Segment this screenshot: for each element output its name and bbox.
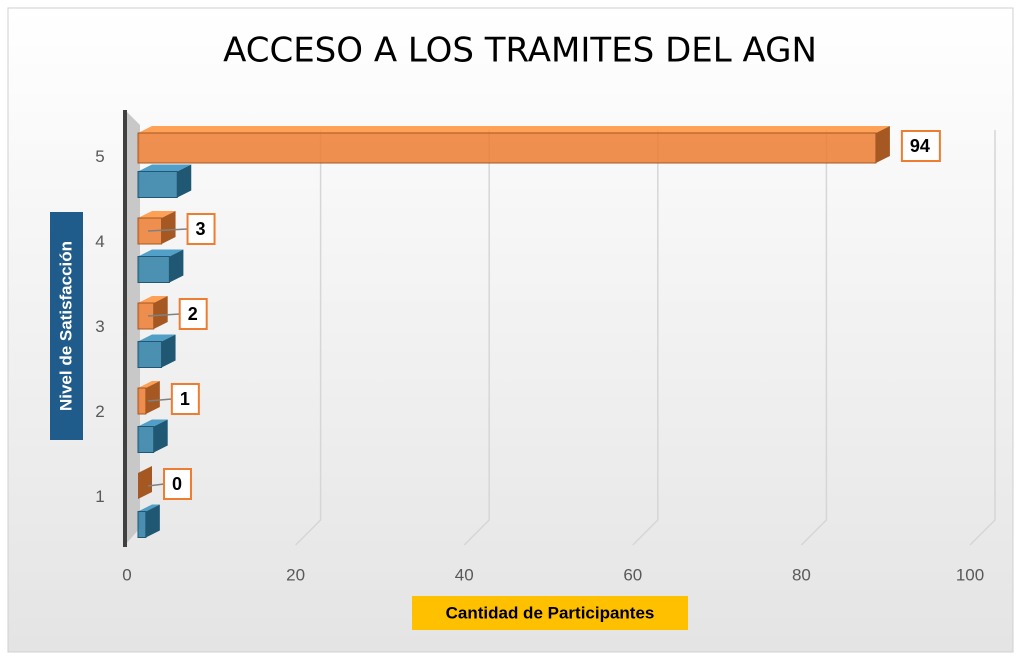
data-label-box — [170, 383, 200, 415]
bar-end — [875, 126, 890, 163]
y-tick-label: 2 — [95, 402, 104, 421]
leader-line — [147, 483, 165, 487]
data-label: 2 — [188, 304, 198, 324]
bar — [137, 296, 168, 330]
x-tick-label: 100 — [956, 565, 984, 584]
grid-line — [295, 130, 322, 546]
bar-front — [137, 387, 147, 415]
data-label: 3 — [196, 219, 206, 239]
bar — [137, 249, 184, 283]
x-tick-label: 0 — [122, 565, 131, 584]
chart-title: ACCESO A LOS TRAMITES DEL AGN — [223, 31, 817, 71]
data-label: 94 — [910, 136, 930, 156]
data-label-box — [186, 213, 216, 245]
bar-front — [137, 256, 170, 283]
bar-end — [177, 164, 192, 198]
x-tick-label: 20 — [286, 565, 305, 584]
y-axis-title: Nivel de Satisfacción — [56, 241, 75, 411]
bar-front — [137, 132, 877, 164]
data-label-box — [178, 298, 208, 330]
grid-line — [800, 130, 828, 546]
y-tick-label: 5 — [95, 147, 104, 166]
x-tick-label: 80 — [792, 565, 811, 584]
bar-end — [138, 466, 152, 499]
grid-line — [463, 130, 490, 546]
bar-top — [138, 296, 168, 303]
data-label-box — [163, 468, 192, 500]
side-wall — [125, 110, 140, 545]
leader-line — [147, 398, 172, 402]
y-tick-label: 4 — [95, 232, 104, 251]
chart-area — [7, 7, 1014, 653]
bar-front — [137, 341, 163, 368]
x-axis-title-box — [412, 596, 688, 630]
x-tick-label: 40 — [455, 565, 474, 584]
data-label: 1 — [180, 389, 190, 409]
data-label-box — [900, 130, 941, 162]
leader-line — [147, 313, 180, 317]
y-tick-label: 3 — [95, 317, 104, 336]
bar — [137, 164, 192, 198]
bar — [137, 381, 160, 415]
leader-line — [147, 228, 188, 232]
bar-top — [138, 419, 168, 427]
bar-front — [137, 171, 178, 198]
grid-line — [969, 130, 996, 546]
bar-top — [138, 334, 176, 342]
bar — [137, 504, 160, 538]
bar-end — [161, 334, 176, 368]
bar-end — [145, 381, 160, 414]
x-tick-label: 60 — [623, 565, 642, 584]
bar-end — [169, 249, 184, 283]
bar-top — [138, 249, 184, 257]
grid-line — [632, 130, 659, 546]
bar-top — [138, 164, 192, 172]
bar — [137, 419, 168, 453]
bar-end — [153, 419, 168, 453]
x-axis-title: Cantidad de Participantes — [446, 603, 655, 622]
bar — [137, 211, 176, 245]
bar — [138, 466, 152, 499]
bar-front — [137, 511, 147, 538]
data-label: 0 — [172, 474, 182, 494]
bar-end — [153, 296, 168, 329]
bar-top — [138, 126, 890, 133]
bar-end — [145, 504, 160, 538]
bar-end — [161, 211, 176, 244]
bar — [137, 126, 890, 164]
bar-top — [138, 381, 160, 388]
bar-front — [137, 426, 155, 453]
bar-top — [138, 211, 176, 218]
bar — [137, 334, 176, 368]
y-tick-label: 1 — [95, 487, 104, 506]
y-axis-title-box — [50, 212, 83, 440]
bar-top — [138, 504, 160, 512]
